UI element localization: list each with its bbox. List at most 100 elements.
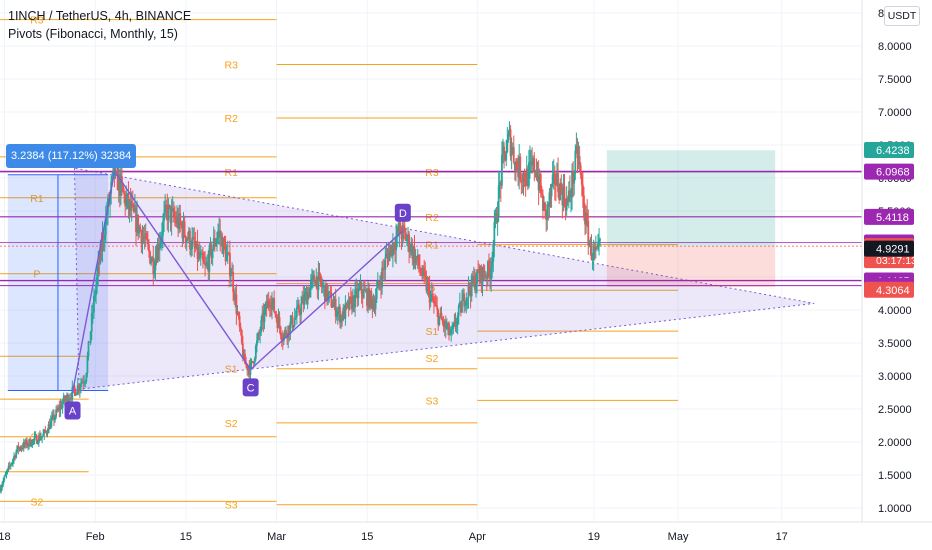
candle-body bbox=[289, 321, 292, 334]
pivot-label: R3 bbox=[224, 59, 238, 71]
candle-body bbox=[459, 302, 462, 313]
candle-body bbox=[344, 303, 347, 319]
candle-body bbox=[116, 164, 119, 191]
candle-body bbox=[524, 181, 527, 186]
candle-body bbox=[49, 420, 52, 429]
candle-body bbox=[7, 465, 10, 469]
candle-body bbox=[206, 261, 209, 264]
candle-body bbox=[218, 230, 221, 232]
price-label-box bbox=[864, 240, 914, 257]
candle-body bbox=[258, 333, 260, 335]
candle-body bbox=[452, 324, 455, 329]
candle-body bbox=[553, 170, 556, 185]
candle-body bbox=[164, 204, 167, 213]
candle-body bbox=[239, 327, 242, 331]
candle-body bbox=[571, 171, 573, 197]
candle-body bbox=[100, 244, 103, 252]
candle-body bbox=[597, 243, 599, 249]
candle-body bbox=[316, 276, 319, 291]
candle-body bbox=[154, 258, 157, 271]
candle-body bbox=[451, 328, 454, 330]
candle-body bbox=[36, 442, 39, 444]
candle-body bbox=[104, 216, 107, 236]
candle-body bbox=[383, 268, 386, 270]
candle-body bbox=[477, 269, 480, 274]
candle-body bbox=[336, 311, 339, 315]
currency-selector[interactable]: USDT bbox=[884, 6, 920, 26]
candle-body bbox=[165, 204, 168, 207]
candle-body bbox=[396, 227, 399, 237]
candle-body bbox=[474, 276, 476, 291]
candle-body bbox=[550, 184, 553, 197]
candle-body bbox=[315, 276, 318, 287]
candle-body bbox=[162, 220, 164, 236]
y-tick-label: 1.0000 bbox=[878, 503, 912, 515]
candle-body bbox=[361, 293, 364, 298]
candle-body bbox=[80, 383, 82, 388]
candle-body bbox=[545, 209, 548, 220]
candle-body bbox=[423, 267, 426, 273]
candle-body bbox=[330, 292, 333, 308]
position-profit-zone bbox=[606, 150, 776, 246]
candle-body bbox=[148, 244, 150, 252]
candle-body bbox=[443, 320, 446, 327]
candle-body bbox=[60, 404, 63, 409]
x-tick-label: 17 bbox=[776, 531, 788, 543]
candle-body bbox=[213, 238, 216, 246]
candle-body bbox=[488, 261, 490, 270]
candle-body bbox=[219, 230, 222, 238]
candle-body bbox=[333, 298, 336, 304]
candle-body bbox=[18, 447, 21, 450]
price-label-box bbox=[864, 163, 914, 180]
candle-body bbox=[114, 162, 117, 176]
candle-body bbox=[121, 176, 123, 184]
candle-body bbox=[278, 317, 281, 327]
candle-body bbox=[428, 285, 431, 303]
candle-body bbox=[442, 321, 445, 327]
candle-body bbox=[14, 455, 17, 458]
candle-body bbox=[245, 363, 248, 365]
candle-body bbox=[458, 302, 461, 306]
candle-body bbox=[468, 284, 471, 292]
candle-body bbox=[93, 295, 95, 313]
candle-body bbox=[226, 252, 229, 254]
candle-body bbox=[471, 275, 474, 283]
candle-body bbox=[421, 274, 423, 277]
candle-body bbox=[244, 353, 246, 364]
candle-body bbox=[89, 331, 92, 343]
candle-body bbox=[407, 234, 409, 240]
candle-body bbox=[293, 318, 296, 326]
candle-body bbox=[90, 313, 93, 332]
symbol-title[interactable]: 1INCH / TetherUS, 4h, BINANCE bbox=[8, 9, 192, 23]
pivot-label: R1 bbox=[224, 167, 238, 179]
candle-body bbox=[556, 172, 558, 185]
candle-body bbox=[496, 216, 499, 223]
candle-body bbox=[303, 294, 306, 305]
candle-body bbox=[229, 253, 231, 277]
candle-body bbox=[339, 307, 341, 323]
pivot-label: R1 bbox=[30, 193, 44, 205]
price-label: 4.9291 bbox=[876, 244, 910, 256]
candle-body bbox=[370, 291, 373, 299]
pattern-label-a: A bbox=[69, 406, 77, 418]
candle-body bbox=[275, 314, 278, 319]
candle-body bbox=[594, 247, 597, 251]
candle-body bbox=[476, 269, 478, 285]
candle-body bbox=[124, 194, 127, 207]
pivot-label: S1 bbox=[225, 364, 238, 376]
candle-body bbox=[132, 204, 135, 212]
candle-body bbox=[399, 222, 402, 234]
candle-body bbox=[591, 259, 594, 261]
candle-body bbox=[284, 330, 286, 335]
candle-body bbox=[99, 244, 102, 264]
indicator-label[interactable]: Pivots (Fibonacci, Monthly, 15) bbox=[8, 27, 178, 41]
pivot-label: R2 bbox=[224, 113, 238, 125]
candle-body bbox=[20, 448, 23, 450]
candle-body bbox=[32, 439, 35, 441]
candle-body bbox=[168, 204, 171, 206]
candle-body bbox=[253, 358, 256, 364]
candle-body bbox=[39, 435, 41, 440]
candle-body bbox=[15, 451, 18, 458]
x-tick-label: Mar bbox=[267, 531, 286, 543]
